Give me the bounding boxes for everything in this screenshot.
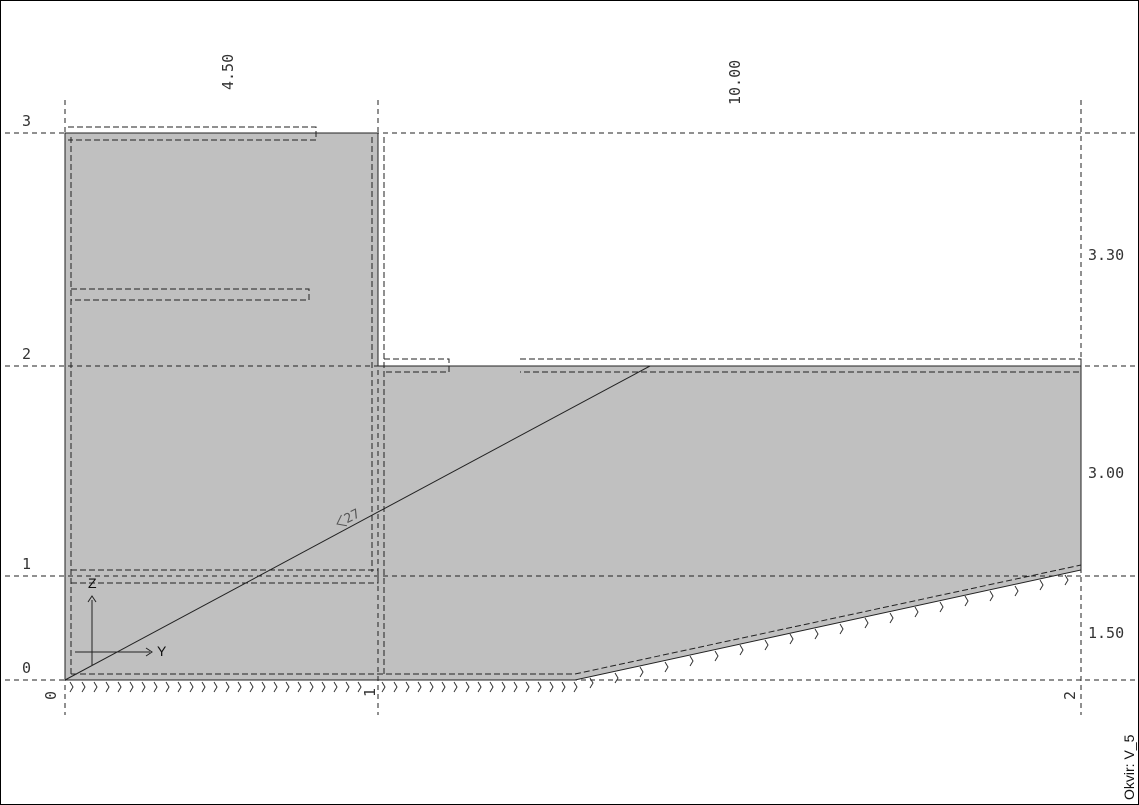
dimension-right-2: 3.00 [1088,464,1124,482]
dimension-right-3: 1.50 [1088,624,1124,642]
dimension-top-2: 10.00 [726,60,744,105]
axis-label-y: Y [157,643,167,659]
lower-rebar [71,569,379,584]
angle-value: 27 [342,507,363,527]
frame-label: Okvir: V_5 [1121,734,1137,800]
top-rebar [68,126,317,141]
level-label-2: 2 [22,345,31,363]
dimension-top-1: 4.50 [219,54,237,90]
axis-horizontal-arrow [145,647,153,657]
beam-rebar-left [384,358,450,373]
ground-hatching [69,574,1069,693]
node-label-0: 0 [42,691,60,700]
angle-annotation: 27 [336,507,363,527]
dimension-right-1: 3.30 [1088,246,1124,264]
node-label-2: 2 [1061,691,1079,700]
level-label-3: 3 [22,112,31,130]
axis-vertical-arrow [87,595,97,603]
slope-line [64,365,651,681]
bottom-rebar [71,564,1082,675]
axis-label-z: Z [88,575,97,591]
level-label-0: 0 [22,659,31,677]
angle-symbol [336,514,348,527]
beam-rebar-right [520,358,1082,373]
node-label-1: 1 [361,688,379,697]
mid-rebar [71,288,310,301]
level-label-1: 1 [22,555,31,573]
